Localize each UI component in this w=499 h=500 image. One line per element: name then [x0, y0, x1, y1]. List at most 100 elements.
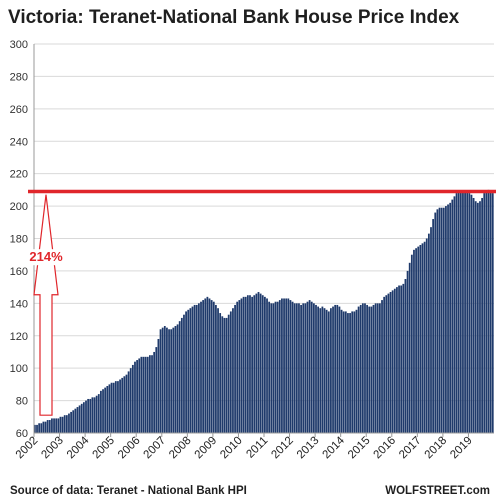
bar [151, 355, 153, 433]
x-tick-label: 2009 [193, 435, 220, 462]
bar [74, 408, 77, 433]
bar [240, 298, 243, 433]
bar [327, 311, 330, 433]
bar [100, 390, 102, 433]
bar [244, 296, 247, 433]
bar [187, 309, 190, 433]
bar [121, 377, 124, 433]
bar [153, 351, 156, 433]
bar [445, 206, 447, 433]
bar [161, 327, 164, 433]
bar [417, 246, 420, 433]
bar [112, 382, 115, 433]
bar [208, 298, 211, 433]
bar [134, 361, 136, 433]
bar [257, 291, 260, 433]
bar [217, 308, 219, 433]
bar [278, 300, 281, 433]
bar [110, 382, 113, 433]
bar [317, 306, 320, 433]
bar [423, 241, 426, 433]
bar [185, 311, 187, 433]
x-tick-label: 2015 [346, 435, 373, 462]
x-tick-label: 2016 [372, 435, 399, 462]
y-tick-label: 200 [10, 201, 28, 213]
bar [170, 329, 173, 433]
bar [34, 424, 36, 433]
bar [68, 413, 70, 433]
bar [447, 204, 449, 433]
y-tick-label: 100 [10, 363, 28, 375]
bar [351, 311, 354, 433]
bar [319, 308, 322, 433]
bar [238, 300, 241, 433]
bar [289, 300, 292, 433]
y-tick-label: 60 [16, 428, 28, 440]
bar [63, 415, 66, 433]
bar [82, 402, 85, 433]
bar [166, 327, 168, 433]
bar [472, 197, 475, 433]
bar [149, 355, 151, 433]
bar [131, 364, 134, 433]
y-tick-label: 260 [10, 104, 28, 116]
grid [34, 43, 494, 402]
bar [442, 207, 445, 433]
bar [270, 303, 273, 433]
bar [57, 418, 60, 433]
bar [427, 233, 430, 433]
bar [206, 296, 209, 433]
bar [402, 283, 405, 433]
bar [455, 193, 458, 433]
bar [215, 304, 217, 433]
bar [259, 293, 262, 433]
bar [487, 189, 490, 433]
source-note: Source of data: Teranet - National Bank … [10, 485, 247, 497]
bar [229, 311, 232, 433]
bar [391, 290, 394, 433]
bar [234, 304, 236, 433]
x-tick-label: 2006 [116, 435, 143, 462]
x-tick-label: 2003 [39, 435, 66, 462]
bar [140, 356, 143, 433]
bar [464, 191, 466, 433]
bar [44, 421, 47, 433]
bar [104, 387, 107, 433]
bar [200, 301, 202, 433]
bar [381, 300, 383, 433]
x-tick-label: 2013 [295, 435, 322, 462]
bar [400, 285, 403, 433]
bar [261, 295, 264, 433]
bar [421, 243, 424, 433]
bar [398, 285, 400, 433]
bar [340, 309, 343, 433]
bar [142, 356, 145, 433]
bar [276, 301, 279, 433]
bar [236, 301, 239, 433]
bar [393, 288, 396, 433]
bar [95, 395, 98, 433]
bar [55, 418, 58, 433]
bar [306, 301, 309, 433]
bar [232, 308, 234, 433]
bar [159, 329, 162, 433]
bar [408, 262, 411, 433]
bar [485, 191, 488, 433]
bar [474, 201, 477, 433]
bar [342, 311, 345, 433]
y-tick-label: 300 [10, 39, 28, 51]
bar [272, 303, 275, 433]
bar [53, 418, 55, 433]
bar [223, 317, 226, 433]
bar [470, 194, 473, 433]
bar [70, 411, 72, 433]
bar [246, 295, 249, 433]
bar [449, 202, 452, 433]
bar [357, 306, 360, 433]
bar [315, 304, 317, 433]
bar [285, 298, 288, 433]
bar [80, 403, 83, 433]
y-tick-label: 160 [10, 266, 28, 278]
